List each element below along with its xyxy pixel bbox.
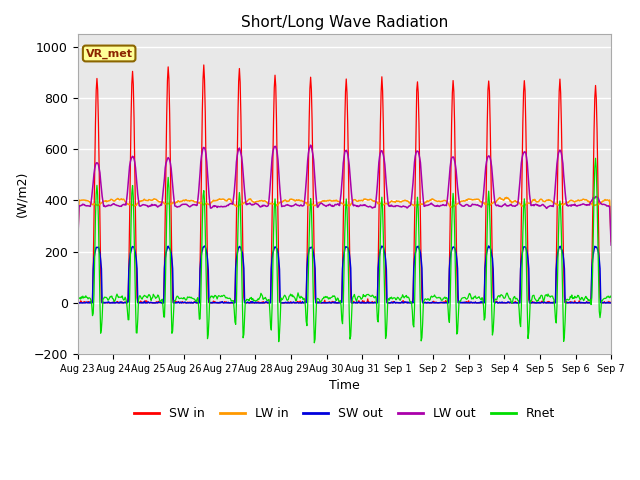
LW out [193, 203, 200, 208]
SW out [74, 300, 81, 306]
LW out [221, 204, 228, 209]
SW out [193, 300, 201, 305]
SW in [83, 300, 91, 306]
Rnet [221, 293, 228, 299]
SW out [410, 265, 418, 271]
SW in [193, 300, 200, 306]
SW in [410, 266, 418, 272]
LW in [74, 239, 81, 244]
Line: SW out: SW out [77, 246, 611, 303]
Line: LW in: LW in [77, 197, 611, 241]
SW in [74, 300, 81, 306]
Line: Rnet: Rnet [77, 158, 611, 343]
Line: SW in: SW in [77, 65, 611, 303]
LW in [83, 198, 91, 204]
SW in [200, 62, 207, 68]
LW in [409, 202, 417, 208]
LW out [307, 142, 314, 148]
Rnet [310, 340, 318, 346]
SW out [76, 300, 83, 306]
SW out [221, 300, 229, 306]
LW in [221, 197, 228, 203]
LW in [502, 194, 510, 200]
SW out [485, 243, 493, 249]
Rnet [410, 324, 418, 330]
Title: Short/Long Wave Radiation: Short/Long Wave Radiation [241, 15, 448, 30]
Rnet [138, 296, 146, 302]
LW out [74, 241, 81, 247]
Rnet [193, 299, 200, 304]
SW out [139, 300, 147, 306]
SW in [221, 300, 229, 305]
LW in [138, 198, 146, 204]
Line: LW out: LW out [77, 145, 611, 245]
SW out [607, 300, 615, 306]
LW out [607, 242, 615, 248]
LW in [607, 239, 615, 244]
LW out [138, 202, 146, 208]
Y-axis label: (W/m2): (W/m2) [15, 171, 28, 217]
SW in [426, 300, 433, 306]
SW out [426, 300, 433, 306]
Rnet [426, 298, 433, 303]
Rnet [83, 295, 91, 300]
Text: VR_met: VR_met [86, 48, 132, 59]
Rnet [592, 156, 600, 161]
Rnet [74, 298, 81, 303]
LW in [193, 199, 200, 205]
LW out [426, 202, 433, 207]
LW in [425, 198, 433, 204]
SW in [607, 299, 615, 305]
LW out [83, 203, 91, 209]
Legend: SW in, LW in, SW out, LW out, Rnet: SW in, LW in, SW out, LW out, Rnet [129, 402, 560, 425]
SW out [84, 300, 92, 306]
X-axis label: Time: Time [329, 379, 360, 392]
Rnet [607, 294, 615, 300]
SW in [138, 299, 146, 305]
LW out [410, 169, 418, 175]
